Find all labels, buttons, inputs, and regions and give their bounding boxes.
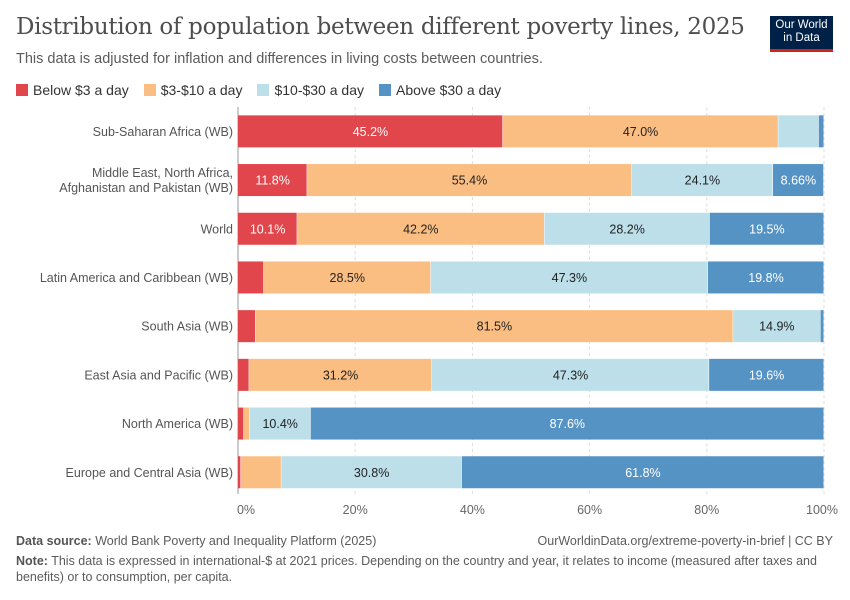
x-tick-label: 20% (343, 503, 368, 517)
data-label: 14.9% (759, 320, 794, 334)
legend-label: $3-$10 a day (160, 82, 243, 98)
logo-line2: in Data (783, 32, 820, 44)
data-label: 42.2% (403, 222, 438, 236)
bar-segment[interactable] (733, 310, 820, 343)
note: Note: This data is expressed in internat… (16, 553, 826, 585)
legend-label: Below $3 a day (33, 82, 129, 98)
data-label: 19.5% (749, 222, 784, 236)
bar-segment[interactable] (430, 261, 708, 294)
bar-segment[interactable] (707, 261, 824, 294)
legend-item[interactable]: $3-$10 a day (143, 82, 243, 98)
data-label: 24.1% (685, 174, 720, 188)
bar-segment[interactable] (238, 310, 256, 343)
bar-segment[interactable] (281, 456, 462, 489)
bar-segment[interactable] (502, 115, 778, 148)
category-label: Middle East, North Africa, (92, 166, 233, 180)
bar-segment[interactable] (249, 358, 432, 391)
bar-segment[interactable] (240, 456, 281, 489)
legend-swatch (16, 84, 28, 96)
bar-segment[interactable] (238, 164, 307, 197)
bar-segment[interactable] (544, 212, 710, 245)
category-label: North America (WB) (122, 417, 233, 431)
category-label: East Asia and Pacific (WB) (84, 368, 233, 382)
bar-segment[interactable] (238, 407, 244, 440)
x-tick-label: 80% (694, 503, 719, 517)
data-label: 10.4% (262, 417, 297, 431)
source-text[interactable]: World Bank Poverty and Inequality Platfo… (95, 534, 377, 548)
note-label: Note: (16, 554, 48, 568)
x-tick-label: 0% (237, 503, 255, 517)
data-label: 11.8% (255, 174, 290, 188)
x-tick-label: 40% (460, 503, 485, 517)
data-label: 47.3% (553, 368, 588, 382)
bar-segment[interactable] (249, 407, 311, 440)
x-tick-label: 60% (577, 503, 602, 517)
bar-segment[interactable] (709, 358, 824, 391)
legend-label: $10-$30 a day (274, 82, 364, 98)
data-label: 19.6% (749, 368, 784, 382)
legend: Below $3 a day $3-$10 a day $10-$30 a day A… (16, 82, 501, 98)
bar-segment[interactable] (238, 261, 264, 294)
data-label: 31.2% (323, 368, 358, 382)
x-tick-label: 100% (806, 503, 838, 517)
owid-logo[interactable]: Our World in Data (770, 16, 833, 52)
bar-segment[interactable] (243, 407, 250, 440)
category-label: Afghanistan and Pakistan (WB) (59, 181, 233, 195)
bar-segment[interactable] (709, 212, 824, 245)
data-label: 30.8% (354, 466, 389, 480)
category-label: Europe and Central Asia (WB) (66, 466, 233, 480)
bar-segment[interactable] (631, 164, 773, 197)
category-label: Latin America and Caribbean (WB) (40, 271, 233, 285)
bar-segment[interactable] (778, 115, 819, 148)
note-text: This data is expressed in international-… (16, 554, 817, 584)
bar-segment[interactable] (773, 164, 824, 197)
source-url[interactable]: OurWorldinData.org/extreme-poverty-in-br… (537, 534, 833, 548)
data-label: 10.1% (250, 222, 285, 236)
data-label: 47.0% (623, 125, 658, 139)
data-label: 61.8% (625, 466, 660, 480)
chart-title: Distribution of population between diffe… (16, 14, 745, 40)
legend-item[interactable]: $10-$30 a day (257, 82, 364, 98)
bar-segment[interactable] (238, 358, 249, 391)
data-label: 87.6% (550, 417, 585, 431)
data-label: 55.4% (452, 174, 487, 188)
bar-segment[interactable] (307, 164, 632, 197)
bar-segment[interactable] (297, 212, 544, 245)
data-label: 19.8% (748, 271, 783, 285)
data-label: 8.66% (781, 174, 816, 188)
bar-segment[interactable] (310, 407, 824, 440)
bar-segment[interactable] (238, 456, 241, 489)
legend-label: Above $30 a day (396, 82, 502, 98)
bar-segment[interactable] (255, 310, 733, 343)
bar-segment[interactable] (238, 115, 503, 148)
category-label: World (201, 222, 233, 236)
bar-segment[interactable] (431, 358, 709, 391)
bar-segment[interactable] (238, 212, 297, 245)
category-label: Sub-Saharan Africa (WB) (93, 125, 233, 139)
bar-segment[interactable] (263, 261, 431, 294)
legend-item[interactable]: Below $3 a day (16, 82, 129, 98)
legend-swatch (143, 84, 156, 96)
bar-segment[interactable] (818, 115, 824, 148)
logo-line1: Our World (775, 19, 828, 31)
data-label: 47.3% (552, 271, 587, 285)
data-label: 28.2% (609, 222, 644, 236)
category-label: South Asia (WB) (141, 320, 233, 334)
chart-subtitle: This data is adjusted for inflation and … (16, 51, 543, 67)
data-label: 81.5% (477, 320, 512, 334)
data-label: 45.2% (353, 125, 388, 139)
source-line: Data source: World Bank Poverty and Ineq… (16, 534, 376, 548)
legend-swatch (379, 84, 391, 96)
legend-item[interactable]: Above $30 a day (379, 82, 501, 98)
bar-segment[interactable] (461, 456, 824, 489)
source-label: Data source: (16, 534, 92, 548)
data-label: 28.5% (330, 271, 365, 285)
legend-swatch (257, 84, 270, 96)
bar-segment[interactable] (820, 310, 824, 343)
